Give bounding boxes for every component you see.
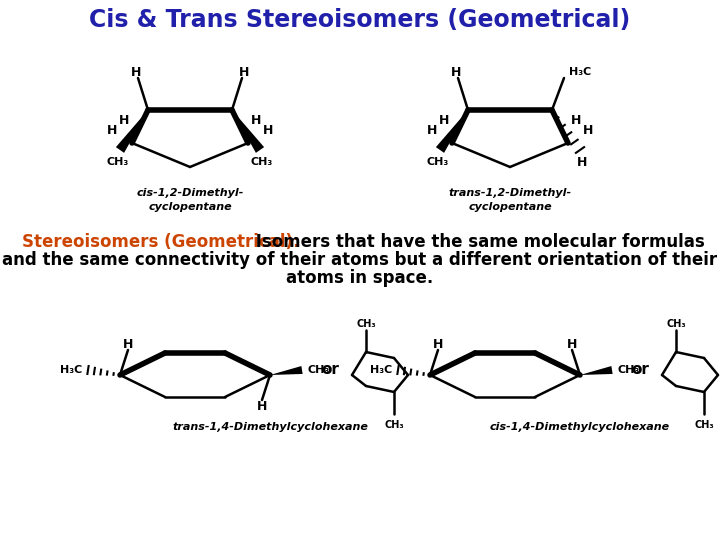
Text: CH₃: CH₃ [666,319,686,329]
Text: or: or [321,362,339,377]
Text: H: H [567,338,577,350]
Text: H: H [131,65,141,78]
Text: H: H [438,114,449,127]
Text: H: H [239,65,249,78]
Text: H: H [571,114,581,127]
Text: trans-1,2-Dimethyl-: trans-1,2-Dimethyl- [449,188,572,198]
Text: or: or [631,362,649,377]
Text: H: H [257,400,267,413]
Text: CH₃: CH₃ [384,420,404,430]
Text: Isomers that have the same molecular formulas: Isomers that have the same molecular for… [250,233,705,251]
Text: CH₃: CH₃ [356,319,376,329]
Text: H: H [577,156,588,168]
Text: CH₃: CH₃ [251,157,273,167]
Text: H: H [123,338,133,350]
Polygon shape [232,110,264,153]
Polygon shape [116,110,148,153]
Polygon shape [580,366,613,375]
Text: CH₃: CH₃ [694,420,714,430]
Text: H: H [251,114,261,127]
Text: cyclopentane: cyclopentane [468,202,552,212]
Polygon shape [436,110,468,153]
Text: H₃C: H₃C [60,365,82,375]
Text: H: H [263,125,273,138]
Text: CH₃: CH₃ [308,365,330,375]
Text: cis-1,4-Dimethylcyclohexane: cis-1,4-Dimethylcyclohexane [490,422,670,432]
Text: CH₃: CH₃ [618,365,640,375]
Text: H: H [427,125,437,138]
Text: cyclopentane: cyclopentane [148,202,232,212]
Text: H: H [582,125,593,138]
Text: H: H [451,65,462,78]
Text: and the same connectivity of their atoms but a different orientation of their: and the same connectivity of their atoms… [2,251,718,269]
Text: atoms in space.: atoms in space. [287,269,433,287]
Text: trans-1,4-Dimethylcyclohexane: trans-1,4-Dimethylcyclohexane [172,422,368,432]
Polygon shape [270,366,302,375]
Text: Cis & Trans Stereoisomers (Geometrical): Cis & Trans Stereoisomers (Geometrical) [89,8,631,32]
Text: H₃C: H₃C [370,365,392,375]
Text: H: H [107,125,117,138]
Text: H₃C: H₃C [569,67,591,77]
Text: Stereoisomers (Geometrical):: Stereoisomers (Geometrical): [22,233,300,251]
Text: CH₃: CH₃ [427,157,449,167]
Text: H: H [433,338,444,350]
Text: cis-1,2-Dimethyl-: cis-1,2-Dimethyl- [136,188,243,198]
Text: CH₃: CH₃ [107,157,129,167]
Text: H: H [119,114,129,127]
